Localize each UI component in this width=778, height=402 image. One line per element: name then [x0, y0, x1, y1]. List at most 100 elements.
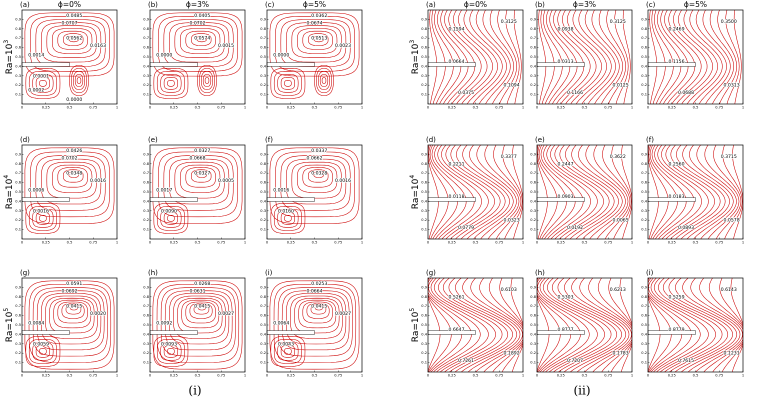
- x-tick-label: 0.25: [557, 241, 565, 245]
- isotherm: [695, 10, 727, 104]
- streamline: [65, 304, 82, 315]
- y-tick-label: 0.7: [15, 171, 21, 175]
- x-tick-label: 0.5: [67, 106, 73, 110]
- baffle: [266, 330, 315, 335]
- contour-label: 0.0313: [557, 59, 573, 65]
- row-label: Ra=103: [3, 40, 15, 75]
- streamline: [314, 305, 323, 311]
- x-tick-label: 1: [116, 106, 118, 110]
- panel: (g) 0 0.25 0.5 0.75 1 0.1 0.2 0.3 0.4 0.5 0.6 0.7 0.8…: [421, 269, 524, 378]
- y-tick-label: 0.8: [530, 162, 536, 166]
- isotherm: [578, 10, 612, 104]
- isotherm: [651, 10, 666, 104]
- x-tick-label: 0.75: [89, 241, 97, 245]
- streamline: [61, 303, 85, 319]
- isotherm: [458, 10, 493, 104]
- contours: [537, 278, 632, 372]
- x-tick-label: 0.75: [334, 106, 342, 110]
- streamline: [201, 71, 213, 90]
- caption: (i): [188, 384, 201, 398]
- isotherm: [648, 278, 661, 372]
- contour-label: 0.0893: [678, 225, 694, 231]
- streamline: [41, 22, 102, 63]
- isotherm: [441, 145, 489, 239]
- panel-label: (c): [265, 1, 275, 9]
- y-tick-label: 0.6: [143, 314, 149, 318]
- isotherm: [463, 10, 498, 104]
- y-tick-label: 0.8: [143, 295, 149, 299]
- y-tick-label: 0.4: [530, 199, 536, 203]
- x-tick-label: 0.75: [715, 106, 723, 110]
- panel: (h) 0 0.25 0.5 0.75 1 0.1 0.2 0.3 0.4 0.5 0.6 0.7 0.8…: [143, 269, 246, 378]
- x-tick-label: 0.25: [170, 374, 178, 378]
- contour-label: 0.2447: [557, 161, 573, 167]
- contours: [649, 10, 742, 104]
- streamline: [202, 74, 212, 87]
- isotherm: [670, 145, 721, 239]
- contours: [538, 10, 631, 104]
- contour-label: 0.0092: [156, 321, 172, 327]
- isotherm: [619, 278, 632, 372]
- isotherm: [482, 10, 511, 104]
- panel: (g) 0 0.25 0.5 0.75 1 0.1 0.2 0.3 0.4 0.5 0.6 0.7 0.8…: [15, 269, 118, 378]
- y-tick-label: 0.4: [143, 64, 149, 68]
- isotherm: [579, 278, 632, 372]
- x-tick-label: 0: [266, 106, 269, 110]
- contour-label: 0.0015: [218, 43, 234, 49]
- y-tick-label: 0.4: [641, 64, 647, 68]
- contour-label: 0.0362: [311, 13, 327, 19]
- isotherm: [658, 278, 723, 372]
- contour-label: 0.3715: [721, 154, 737, 160]
- isotherm: [434, 145, 475, 239]
- x-tick-label: 1: [244, 241, 246, 245]
- streamline: [35, 19, 106, 67]
- y-tick-label: 0.8: [260, 27, 266, 31]
- streamline: [270, 336, 306, 367]
- y-tick-label: 0.5: [143, 190, 149, 194]
- streamline: [156, 206, 185, 231]
- streamline: [74, 74, 84, 87]
- row-label: Ra=103: [409, 40, 421, 75]
- streamline: [297, 28, 338, 54]
- isotherm: [649, 145, 678, 239]
- y-tick-label: 0.8: [641, 162, 647, 166]
- isotherm: [438, 278, 503, 372]
- ra: Ra=10: [411, 43, 421, 74]
- isotherm: [513, 10, 522, 104]
- y-tick-label: 0.1: [641, 228, 647, 232]
- x-tick-label: 1: [361, 374, 363, 378]
- panel: (b) ϕ=3% 0 0.25 0.5 0.75 1 0.1 0.2 0.3 0.4 0.5 0.6 0.…: [143, 0, 246, 110]
- x-tick-label: 0.5: [582, 374, 588, 378]
- streamline: [174, 161, 225, 199]
- y-tick-label: 0.5: [15, 323, 21, 327]
- y-tick-label: 0.6: [143, 181, 149, 185]
- isotherm: [708, 278, 743, 372]
- streamline: [35, 212, 50, 225]
- y-tick-label: 0.3: [530, 74, 536, 78]
- isotherm: [537, 278, 581, 372]
- streamline: [191, 169, 212, 183]
- contour-label: 0.3377: [501, 154, 517, 160]
- isotherm: [455, 278, 518, 372]
- y-tick-label: 0.8: [143, 27, 149, 31]
- y-tick-label: 0.7: [421, 171, 427, 175]
- y-tick-label: 0.6: [530, 181, 536, 185]
- streamline: [167, 215, 175, 222]
- streamline: [52, 164, 93, 193]
- streamline: [46, 25, 97, 58]
- x-tick-label: 0.75: [715, 374, 723, 378]
- streamline: [319, 74, 329, 87]
- column-header: ϕ=0%: [464, 0, 487, 9]
- streamline: [52, 28, 93, 54]
- isotherm: [469, 10, 503, 104]
- y-tick-label: 0.5: [421, 55, 427, 59]
- panel: (e) 0 0.25 0.5 0.75 1 0.1 0.2 0.3 0.4 0.5 0.6 0.7 0.8…: [530, 136, 633, 245]
- contour-label: 0.0337: [311, 148, 327, 154]
- streamline: [286, 293, 347, 345]
- contour-label: 0.0016: [33, 208, 49, 214]
- streamline: [191, 33, 212, 46]
- contour-label: 0.8777: [557, 327, 573, 333]
- contour-label: 0.6213: [610, 287, 626, 293]
- isotherm: [448, 278, 513, 372]
- contours: [428, 145, 523, 239]
